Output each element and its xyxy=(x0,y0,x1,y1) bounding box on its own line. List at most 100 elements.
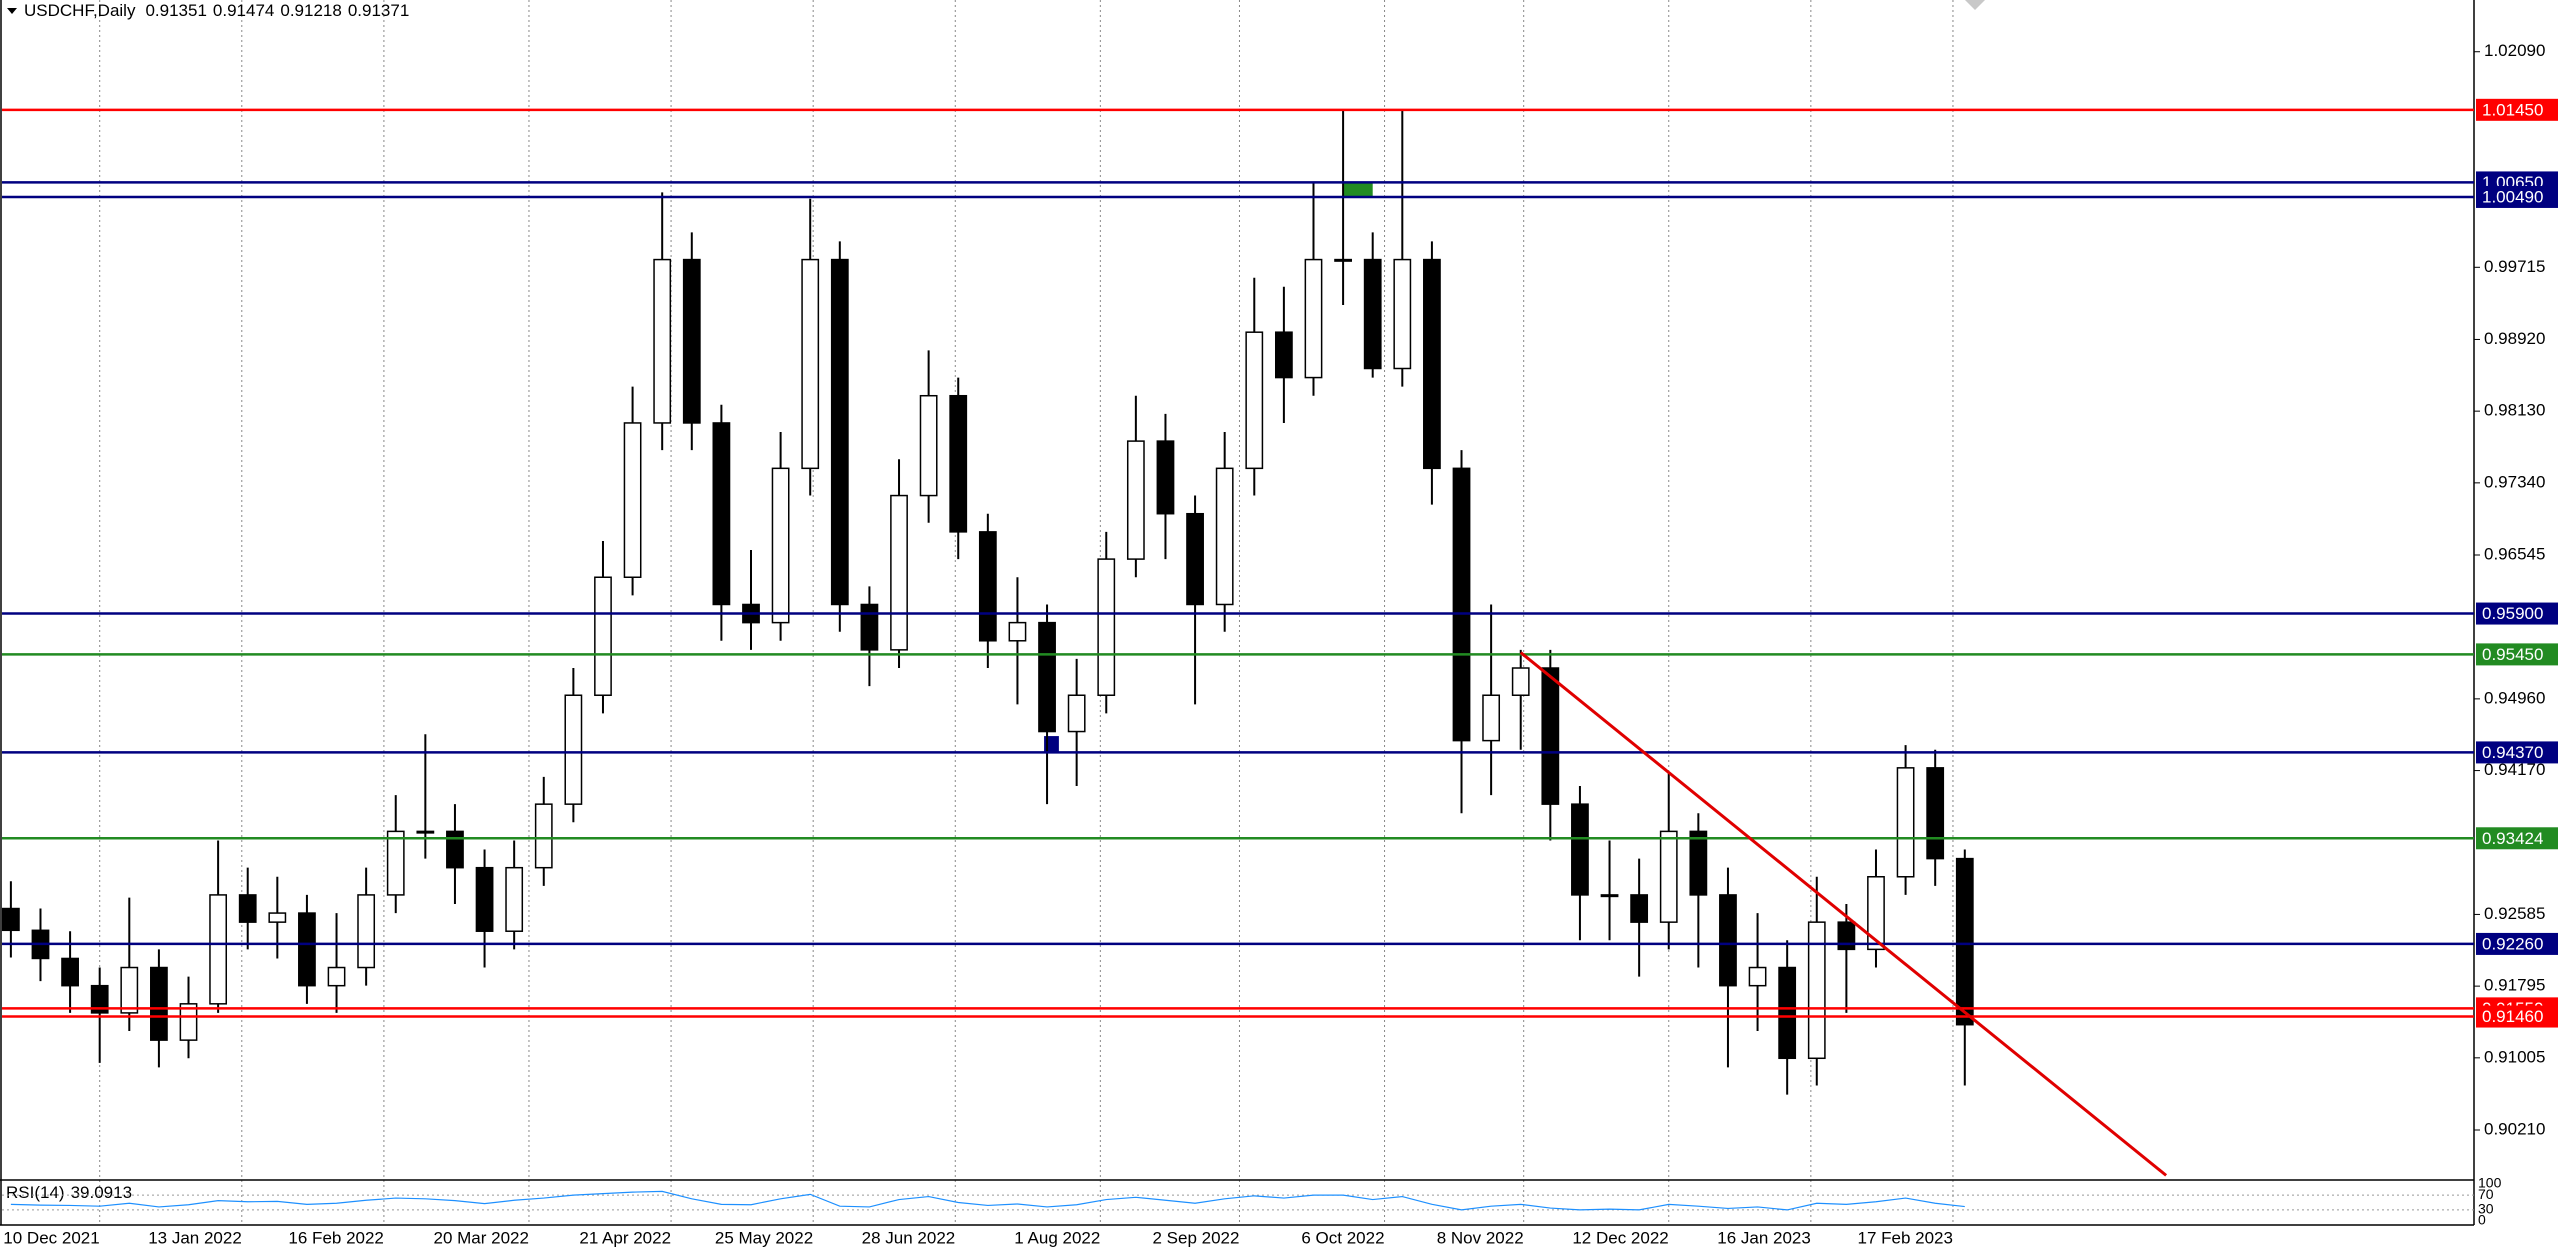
candle-body xyxy=(1955,857,1974,1026)
x-tick-label: 8 Nov 2022 xyxy=(1437,1228,1524,1247)
level-label-bg xyxy=(2476,1005,2558,1028)
candle-body xyxy=(179,1003,198,1041)
candle-body xyxy=(1778,966,1797,1060)
candle-body xyxy=(534,803,553,869)
rsi-name: RSI(14) xyxy=(6,1183,65,1202)
level-label: 0.94370 xyxy=(2482,743,2543,762)
level-label: 0.95900 xyxy=(2482,604,2543,623)
y-tick-label: 0.90210 xyxy=(2484,1119,2545,1138)
candle-body xyxy=(1630,894,1649,923)
level-label-bg xyxy=(2476,643,2558,666)
candle-body xyxy=(1423,258,1441,470)
candle-body xyxy=(890,494,908,651)
candle-body xyxy=(860,603,879,651)
rsi-header: RSI(14) 39.0913 xyxy=(6,1183,132,1202)
candle-body xyxy=(564,694,583,805)
chart-header: USDCHF,Daily 0.91351 0.91474 0.91218 0.91371 xyxy=(24,1,409,20)
candle-body xyxy=(1067,694,1086,733)
candle-body xyxy=(209,894,228,1005)
level-label: 0.92260 xyxy=(2482,934,2543,953)
y-tick-label: 0.96545 xyxy=(2484,544,2545,563)
candle-body xyxy=(416,830,435,834)
candle-body xyxy=(1186,512,1204,606)
candle-body xyxy=(1511,667,1530,696)
candle-body xyxy=(1482,694,1501,742)
y-tick-label: 0.98130 xyxy=(2484,401,2545,420)
x-tick-label: 20 Mar 2022 xyxy=(434,1228,529,1247)
symbol-menu-arrow[interactable] xyxy=(7,8,17,14)
candle-body xyxy=(505,866,524,932)
candle-body xyxy=(1896,767,1915,878)
y-tick-label: 0.92585 xyxy=(2484,904,2545,923)
candle-body xyxy=(90,984,109,1014)
candle-body xyxy=(1304,258,1323,379)
level-label-bg xyxy=(2476,602,2558,625)
candle-body xyxy=(653,258,672,424)
level-label: 1.00490 xyxy=(2482,187,2543,206)
level-label: 0.93424 xyxy=(2482,829,2543,848)
candle-body xyxy=(1126,440,1145,560)
candle-body xyxy=(771,467,790,624)
candle-body xyxy=(1719,894,1737,987)
level-label-bg xyxy=(2476,185,2558,208)
candle-body xyxy=(1215,467,1234,606)
rsi-tick-label: 0 xyxy=(2478,1212,2486,1228)
header-open: 0.91351 xyxy=(145,1,206,20)
candle-body xyxy=(949,394,968,533)
candle-body xyxy=(1452,467,1471,742)
candle-body xyxy=(1038,621,1056,733)
rsi-value: 39.0913 xyxy=(71,1183,132,1202)
y-tick-label: 1.02090 xyxy=(2484,41,2545,60)
x-tick-label: 28 Jun 2022 xyxy=(862,1228,956,1247)
candle-body xyxy=(978,531,997,642)
header-close: 0.91371 xyxy=(348,1,409,20)
candle-body xyxy=(1659,830,1678,923)
candle-body xyxy=(712,422,731,606)
y-tick-label: 0.97340 xyxy=(2484,472,2545,491)
y-tick-label: 0.91005 xyxy=(2484,1047,2545,1066)
candle-body xyxy=(268,912,287,923)
candle-body xyxy=(1926,767,1945,860)
candle-body xyxy=(1,907,20,932)
x-tick-label: 1 Aug 2022 xyxy=(1014,1228,1100,1247)
symbol: USDCHF,Daily xyxy=(24,1,136,20)
level-label-bg xyxy=(2476,98,2558,121)
candle-body xyxy=(386,830,405,896)
y-tick-label: 0.98920 xyxy=(2484,329,2545,348)
candle-body xyxy=(1689,830,1708,896)
y-tick-label: 0.94170 xyxy=(2484,760,2545,779)
header-low: 0.91218 xyxy=(280,1,341,20)
candle-body xyxy=(238,894,257,923)
level-label: 1.01450 xyxy=(2482,100,2543,119)
candle-body xyxy=(1274,331,1293,379)
candle-body xyxy=(594,576,612,696)
candle-body xyxy=(623,422,642,578)
x-tick-label: 10 Dec 2021 xyxy=(3,1228,99,1247)
candle-body xyxy=(1600,894,1619,898)
x-tick-label: 21 Apr 2022 xyxy=(579,1228,671,1247)
candle-body xyxy=(682,258,701,424)
trend-line xyxy=(1519,651,2168,1177)
rsi-tick-label: 70 xyxy=(2478,1186,2494,1202)
x-tick-label: 12 Dec 2022 xyxy=(1572,1228,1668,1247)
x-tick-label: 25 May 2022 xyxy=(715,1228,813,1247)
x-tick-label: 16 Jan 2023 xyxy=(1717,1228,1811,1247)
candle-body xyxy=(1541,667,1560,805)
level-label-bg xyxy=(2476,827,2558,850)
candle-body xyxy=(801,258,820,470)
y-tick-label: 0.94960 xyxy=(2484,688,2545,707)
x-tick-label: 16 Feb 2022 xyxy=(288,1228,383,1247)
y-tick-label: 0.99715 xyxy=(2484,257,2545,276)
candle-body xyxy=(150,966,168,1041)
candle-body xyxy=(1156,440,1175,515)
rsi-tick-label: 30 xyxy=(2478,1201,2494,1217)
candle-body xyxy=(830,258,849,606)
x-tick-label: 17 Feb 2023 xyxy=(1857,1228,1952,1247)
y-tick-label: 0.91795 xyxy=(2484,976,2545,995)
candle-body xyxy=(327,966,346,987)
level-label-bg xyxy=(2476,741,2558,764)
candle-body xyxy=(1363,258,1382,370)
x-tick-label: 6 Oct 2022 xyxy=(1301,1228,1384,1247)
